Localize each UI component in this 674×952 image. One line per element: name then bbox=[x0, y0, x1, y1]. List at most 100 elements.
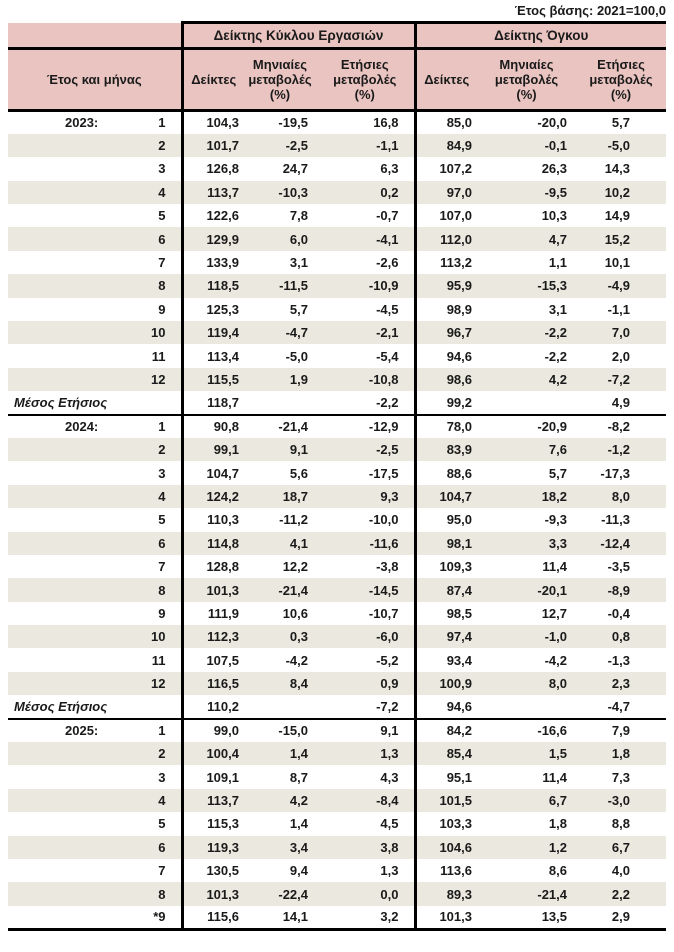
value-cell: 10,1 bbox=[604, 255, 630, 271]
year-month-wrap: 10 bbox=[8, 325, 181, 340]
year-month-cell: *9 bbox=[8, 905, 182, 931]
table-row: 5 110,3 -11,2 -10,0 95,0 -9,3 -11,3 bbox=[8, 508, 666, 532]
value-cell: 95,9 bbox=[413, 274, 477, 298]
year-month-cell: 2025: 1 bbox=[8, 719, 182, 742]
value-cell: 5,7 bbox=[548, 465, 567, 481]
value-cell: 7,6 bbox=[477, 437, 576, 462]
value-cell: 7,3 bbox=[611, 769, 630, 785]
value-cell: 97,0 bbox=[413, 180, 477, 205]
month-label: 1 bbox=[158, 115, 166, 131]
table-row: 8 118,5 -11,5 -10,9 95,9 -15,3 -4,9 bbox=[8, 274, 666, 298]
year-month-cell: 2 bbox=[8, 742, 182, 766]
value-cell: 5,6 bbox=[289, 465, 308, 481]
value-cell: -3,0 bbox=[576, 788, 666, 813]
value-cell: -11,2 bbox=[279, 512, 308, 528]
table-row: 7 128,8 12,2 -3,8 109,3 11,4 -3,5 bbox=[8, 554, 666, 579]
value-cell: 107,0 bbox=[413, 204, 477, 228]
value-cell: 6,3 bbox=[380, 161, 399, 177]
year-month-cell: 4 bbox=[8, 788, 182, 813]
value-cell: -19,5 bbox=[278, 115, 308, 131]
value-cell: 3,3 bbox=[477, 531, 576, 555]
value-cell: 2,0 bbox=[611, 348, 630, 364]
table-row: 5 115,3 1,4 4,5 103,3 1,8 8,8 bbox=[8, 812, 666, 836]
year-month-cell: 7 bbox=[8, 251, 182, 274]
year-month-cell: 4 bbox=[8, 484, 182, 509]
value-cell: -4,2 bbox=[285, 652, 308, 668]
year-month-wrap: 4 bbox=[8, 185, 181, 200]
value-cell: -1,2 bbox=[576, 437, 666, 462]
value-cell: -10,0 bbox=[368, 512, 399, 528]
month-label: 6 bbox=[158, 231, 166, 247]
value-cell: 4,1 bbox=[244, 531, 316, 555]
value-cell: 115,6 bbox=[180, 905, 244, 931]
year-month-wrap: 9 bbox=[8, 606, 181, 621]
year-month-cell: 2024: 1 bbox=[8, 415, 182, 438]
value-cell: 14,1 bbox=[244, 905, 316, 931]
value-cell: 2,2 bbox=[576, 882, 666, 906]
value-cell: 96,7 bbox=[413, 321, 477, 345]
table-row: 2023: 1 104,3 -19,5 16,8 85,0 -20,0 5,7 bbox=[8, 110, 666, 134]
year-month-wrap: 9 bbox=[8, 302, 181, 317]
value-cell: -21,4 bbox=[477, 882, 576, 906]
value-cell: 119,3 bbox=[180, 835, 244, 859]
value-cell: -10,7 bbox=[368, 605, 399, 621]
value-cell: 113,7 bbox=[180, 788, 244, 813]
value-cell: 88,6 bbox=[413, 461, 477, 485]
turnover-monthly-change-column-header: Μηνιαίες μεταβολές (%) bbox=[244, 48, 316, 112]
month-label: 7 bbox=[158, 559, 166, 575]
value-cell: 4,5 bbox=[380, 816, 399, 832]
value-cell: 4,2 bbox=[244, 788, 316, 813]
month-label: 2 bbox=[158, 138, 166, 154]
value-cell: 90,8 bbox=[180, 414, 244, 438]
table-row: 12 116,5 8,4 0,9 100,9 8,0 2,3 bbox=[8, 671, 666, 696]
value-cell: 11,4 bbox=[542, 559, 567, 575]
value-cell: 8,4 bbox=[244, 671, 316, 696]
value-cell: -0,7 bbox=[376, 208, 399, 224]
value-cell: -12,4 bbox=[576, 531, 666, 555]
value-cell: 125,3 bbox=[180, 297, 244, 322]
table-row: 8 101,3 -21,4 -14,5 87,4 -20,1 -8,9 bbox=[8, 578, 666, 602]
table-row: 12 115,5 1,9 -10,8 98,6 4,2 -7,2 bbox=[8, 367, 666, 392]
value-cell: -4,7 bbox=[244, 321, 316, 345]
year-month-cell: 8 bbox=[8, 578, 182, 602]
value-cell: 94,6 bbox=[413, 344, 477, 368]
value-cell: 6,7 bbox=[477, 788, 576, 813]
value-cell: 110,3 bbox=[180, 508, 244, 532]
value-cell: 10,6 bbox=[282, 605, 308, 621]
corner-cell bbox=[8, 22, 182, 50]
year-month-wrap: 5 bbox=[8, 512, 181, 527]
value-cell: 3,8 bbox=[316, 835, 415, 859]
table-row: 11 113,4 -5,0 -5,4 94,6 -2,2 2,0 bbox=[8, 344, 666, 368]
value-cell: 118,5 bbox=[180, 274, 244, 298]
value-cell: 85,4 bbox=[413, 742, 477, 766]
month-label: 11 bbox=[151, 348, 166, 364]
month-label: 8 bbox=[158, 278, 166, 294]
month-label: 2 bbox=[158, 746, 166, 762]
average-value-cell bbox=[244, 391, 316, 416]
table-header: Δείκτης Κύκλου Εργασιών Δείκτης Όγκου Έτ… bbox=[8, 21, 666, 112]
value-cell: 24,7 bbox=[282, 161, 308, 177]
month-label: 11 bbox=[151, 652, 166, 668]
value-cell: 1,3 bbox=[380, 863, 399, 879]
table-row: 5 122,6 7,8 -0,7 107,0 10,3 14,9 bbox=[8, 204, 666, 228]
value-cell: 7,8 bbox=[289, 208, 308, 224]
year-month-cell: 5 bbox=[8, 204, 182, 227]
average-value-cell: 4,9 bbox=[576, 391, 666, 416]
value-cell: -9,5 bbox=[477, 180, 576, 205]
value-cell: 95,0 bbox=[413, 508, 477, 532]
year-month-cell: 3 bbox=[8, 157, 182, 180]
value-cell: 18,2 bbox=[477, 484, 576, 509]
value-cell: 100,9 bbox=[413, 671, 477, 696]
value-cell: 4,0 bbox=[611, 863, 630, 879]
turnover-annual-change-column-header: Ετήσιες μεταβολές (%) bbox=[316, 48, 415, 112]
value-cell: 98,9 bbox=[413, 297, 477, 322]
month-label: 1 bbox=[158, 419, 166, 435]
value-cell: 5,7 bbox=[289, 301, 308, 317]
value-cell: 97,4 bbox=[413, 625, 477, 649]
value-cell: 8,7 bbox=[289, 769, 308, 785]
year-month-wrap: 11 bbox=[8, 349, 181, 364]
value-cell: -3,8 bbox=[376, 559, 399, 575]
year-month-cell: 6 bbox=[8, 227, 182, 251]
value-cell: -4,9 bbox=[576, 274, 666, 298]
year-month-cell: 8 bbox=[8, 882, 182, 906]
